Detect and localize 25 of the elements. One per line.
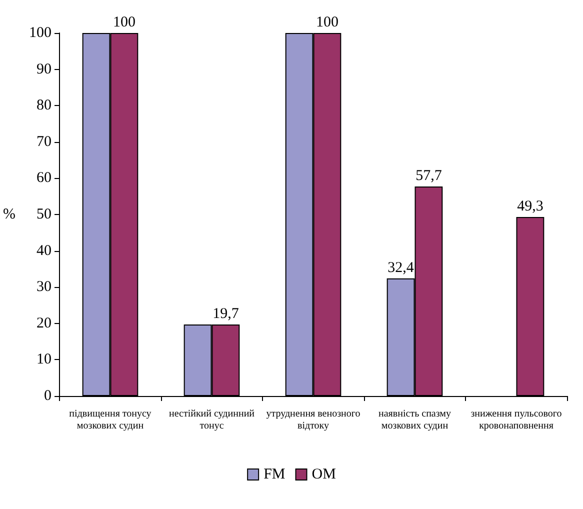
y-tick-label: 90: [36, 61, 52, 78]
data-label: 32,4: [388, 260, 414, 276]
y-tick-label: 80: [36, 98, 52, 114]
x-tick-label: наявність спазму мозкових судин: [378, 408, 451, 432]
y-tick-label: 50: [36, 206, 52, 222]
legend-label: FM: [264, 466, 286, 482]
data-label: 100: [316, 14, 338, 30]
y-tick-label: 20: [36, 315, 52, 332]
y-tick-label: 70: [36, 134, 52, 150]
y-tick-label: 60: [36, 170, 52, 186]
y-tick-label: 0: [44, 388, 52, 404]
y-tick-label: 40: [36, 242, 52, 259]
x-tick-label: зниження пульсового кровонаповнення: [470, 408, 562, 432]
legend-label: OM: [312, 466, 336, 482]
data-label: 49,3: [517, 198, 544, 215]
data-label: 19,7: [212, 306, 240, 322]
x-tick-label: утруднення венозного відтоку: [266, 408, 360, 432]
data-label: 57,7: [416, 168, 442, 184]
y-axis-title: %: [2, 206, 16, 222]
x-tick-label: нестійкий судинний тонус: [168, 408, 256, 432]
x-tick-label: підвищення тонусу мозкових судин: [69, 408, 152, 432]
y-tick-label: 10: [36, 352, 52, 368]
data-label: 100: [112, 14, 136, 30]
y-tick-label: 100: [28, 25, 52, 41]
y-tick-label: 30: [36, 279, 52, 296]
